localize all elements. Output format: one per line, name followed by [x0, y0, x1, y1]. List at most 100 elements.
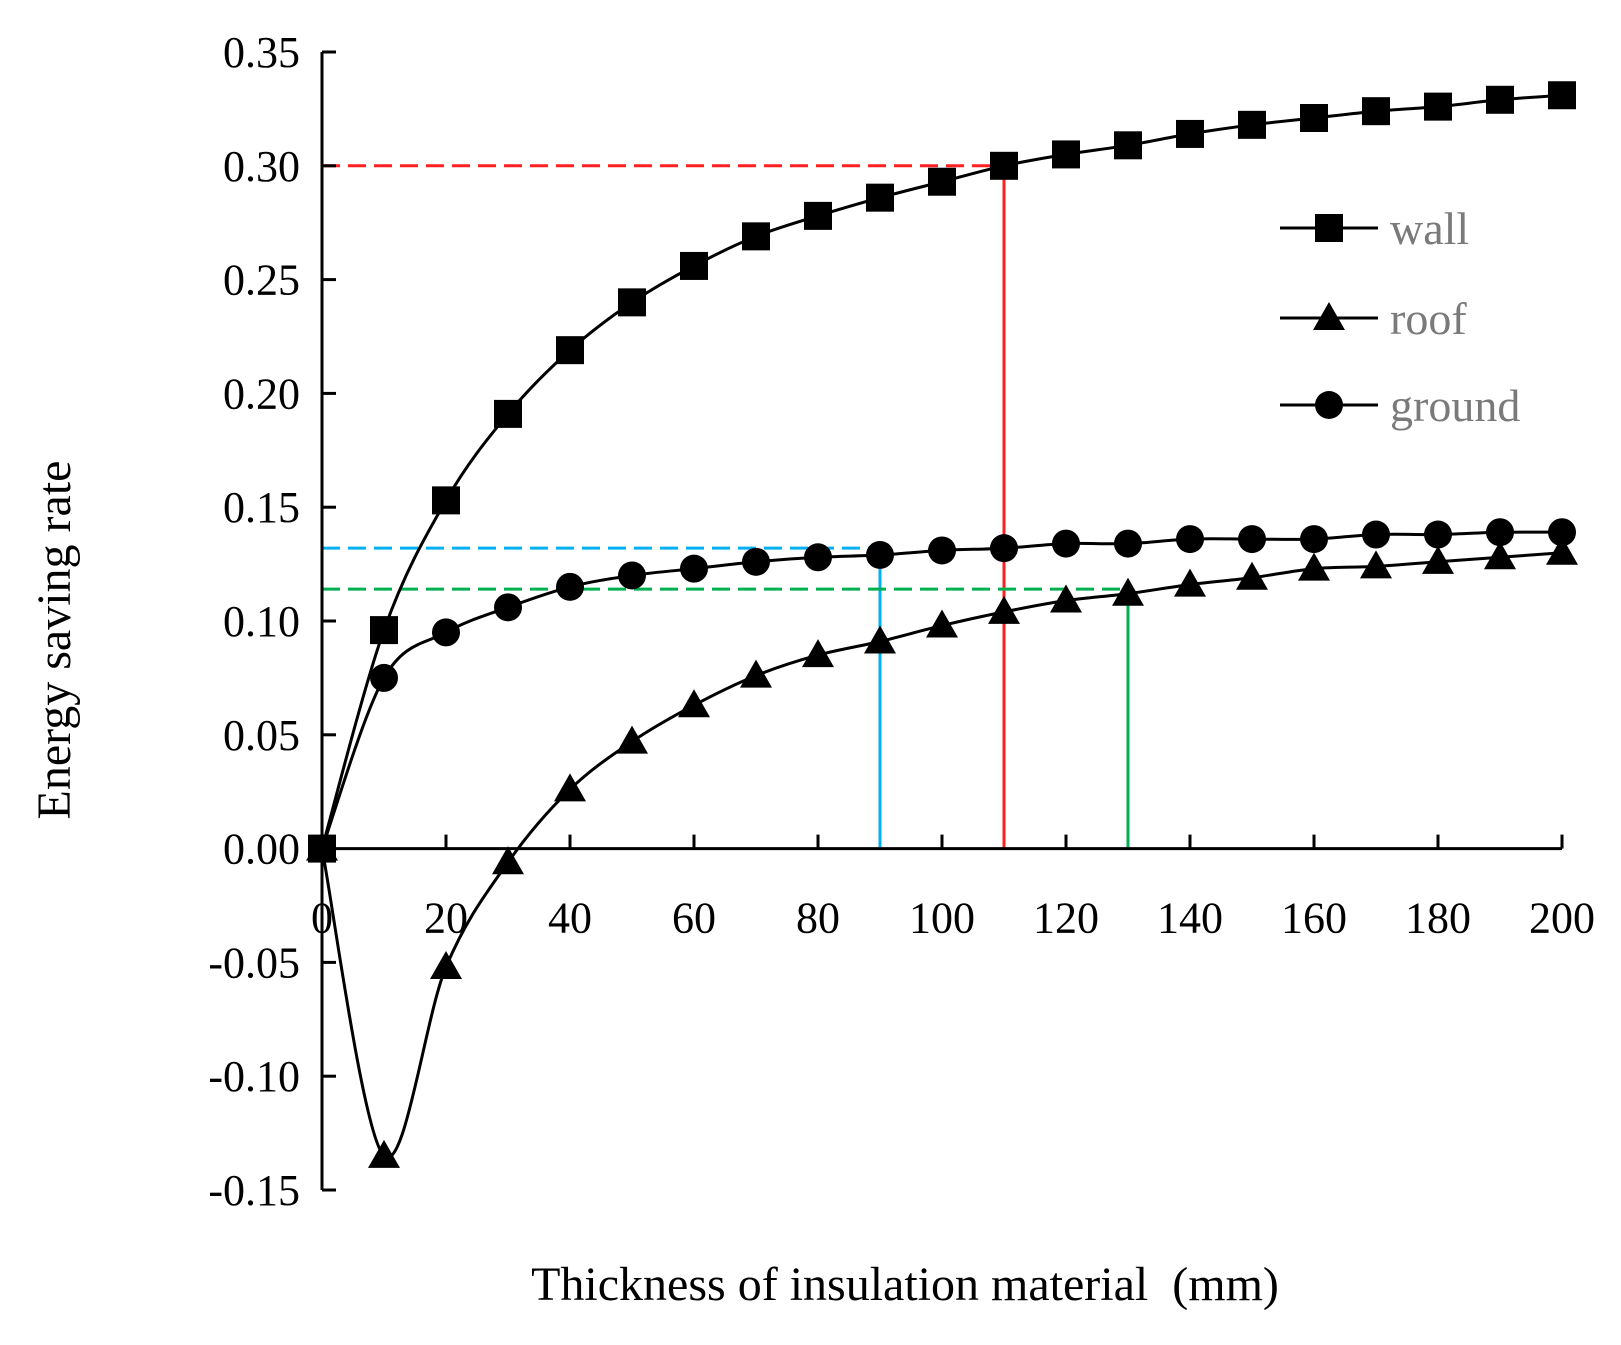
- x-tick-label-80: 80: [796, 894, 840, 943]
- point-wall-150: [1238, 110, 1266, 139]
- x-tick-label-60: 60: [672, 894, 716, 943]
- reference-lines: [322, 164, 1130, 849]
- y-tick-label-0-05: 0.05: [223, 711, 300, 760]
- point-roof-70: [740, 659, 772, 688]
- point-roof-110: [988, 595, 1020, 624]
- y-tick-label-0-10: 0.10: [223, 597, 300, 646]
- point-wall-30: [494, 399, 522, 428]
- point-ground-120: [1052, 529, 1080, 558]
- point-roof-80: [802, 639, 834, 668]
- point-roof-120: [1050, 584, 1082, 613]
- point-roof-50: [616, 725, 648, 754]
- point-roof-150: [1236, 561, 1268, 590]
- point-ground-0: [308, 834, 336, 863]
- legend-item-roof: roof: [1280, 293, 1467, 344]
- x-tick-label-140: 140: [1157, 894, 1223, 943]
- point-ground-200: [1548, 518, 1576, 547]
- point-ground-60: [680, 554, 708, 583]
- y-tick-label-0-35: 0.35: [223, 28, 300, 77]
- point-roof-60: [678, 689, 710, 718]
- point-ground-130: [1114, 529, 1142, 558]
- point-ground-40: [556, 572, 584, 601]
- legend-marker-square-icon: [1315, 214, 1343, 242]
- point-wall-140: [1176, 119, 1204, 148]
- point-roof-140: [1174, 568, 1206, 597]
- y-tick-labels: 0.35 0.30 0.25 0.20 0.15 0.10 0.05 0.00 -0.05 -0.…: [208, 28, 300, 1215]
- point-ground-50: [618, 561, 646, 590]
- point-wall-40: [556, 336, 584, 365]
- point-wall-70: [742, 222, 770, 251]
- point-roof-100: [926, 609, 958, 638]
- y-tick-label-0-15: 0.15: [223, 483, 300, 532]
- legend-item-wall: wall: [1280, 203, 1469, 254]
- point-roof-20: [430, 950, 462, 979]
- axes: [320, 50, 1564, 1192]
- series-line-wall: [320, 93, 1563, 850]
- x-tick-label-0: 0: [311, 894, 333, 943]
- point-roof-130: [1112, 577, 1144, 606]
- point-roof-170: [1360, 550, 1392, 579]
- x-tick-label-200: 200: [1529, 894, 1595, 943]
- point-ground-190: [1486, 518, 1514, 547]
- legend-marker-circle-icon: [1315, 391, 1343, 419]
- point-roof-160: [1298, 552, 1330, 581]
- x-tick-label-40: 40: [548, 894, 592, 943]
- point-ground-100: [928, 536, 956, 565]
- point-wall-180: [1424, 92, 1452, 121]
- point-wall-170: [1362, 97, 1390, 126]
- x-tick-label-100: 100: [909, 894, 975, 943]
- point-wall-120: [1052, 140, 1080, 169]
- point-wall-100: [928, 167, 956, 196]
- point-wall-90: [866, 183, 894, 212]
- point-wall-60: [680, 251, 708, 280]
- y-tick-label-0-05: -0.05: [208, 938, 300, 987]
- point-ground-110: [990, 534, 1018, 563]
- point-roof-180: [1422, 545, 1454, 574]
- point-ground-80: [804, 543, 832, 572]
- point-roof-90: [864, 625, 896, 654]
- point-wall-130: [1114, 131, 1142, 160]
- point-ground-150: [1238, 525, 1266, 554]
- series-markers: [306, 81, 1578, 1168]
- point-ground-160: [1300, 525, 1328, 554]
- point-wall-10: [370, 616, 398, 645]
- x-tick-label-160: 160: [1281, 894, 1347, 943]
- legend-label-wall: wall: [1390, 203, 1469, 254]
- x-tick-label-180: 180: [1405, 894, 1471, 943]
- x-axis-title: Thickness of insulation material (mm): [531, 1258, 1279, 1311]
- x-tick-labels: 0 20 40 60 80 100 120 140 160 180 200: [311, 894, 1595, 943]
- y-tick-label-0-10: -0.10: [208, 1052, 300, 1101]
- legend-label-ground: ground: [1390, 380, 1520, 431]
- point-wall-20: [432, 486, 460, 515]
- point-ground-170: [1362, 520, 1390, 549]
- y-tick-label-0-00: 0.00: [223, 825, 300, 874]
- y-tick-label-0-15: -0.15: [208, 1166, 300, 1215]
- point-wall-160: [1300, 104, 1328, 133]
- y-tick-label-0-25: 0.25: [223, 256, 300, 305]
- point-wall-110: [990, 151, 1018, 180]
- point-ground-180: [1424, 520, 1452, 549]
- point-ground-20: [432, 618, 460, 647]
- point-wall-80: [804, 201, 832, 230]
- y-tick-label-0-30: 0.30: [223, 142, 300, 191]
- point-wall-200: [1548, 81, 1576, 110]
- point-roof-190: [1484, 541, 1516, 570]
- point-roof-30: [492, 846, 524, 875]
- point-wall-190: [1486, 85, 1514, 114]
- point-roof-200: [1546, 536, 1578, 565]
- y-axis-title: Energy saving rate: [28, 461, 81, 820]
- point-roof-10: [368, 1139, 400, 1168]
- legend-item-ground: ground: [1280, 380, 1520, 431]
- legend-label-roof: roof: [1390, 293, 1467, 344]
- legend: wall roof ground: [1280, 203, 1520, 431]
- series-line-ground: [320, 530, 1563, 850]
- point-ground-140: [1176, 525, 1204, 554]
- point-roof-40: [554, 773, 586, 802]
- point-ground-30: [494, 593, 522, 622]
- point-ground-10: [370, 663, 398, 692]
- x-tick-label-120: 120: [1033, 894, 1099, 943]
- point-ground-70: [742, 547, 770, 576]
- point-wall-50: [618, 288, 646, 317]
- point-ground-90: [866, 540, 894, 569]
